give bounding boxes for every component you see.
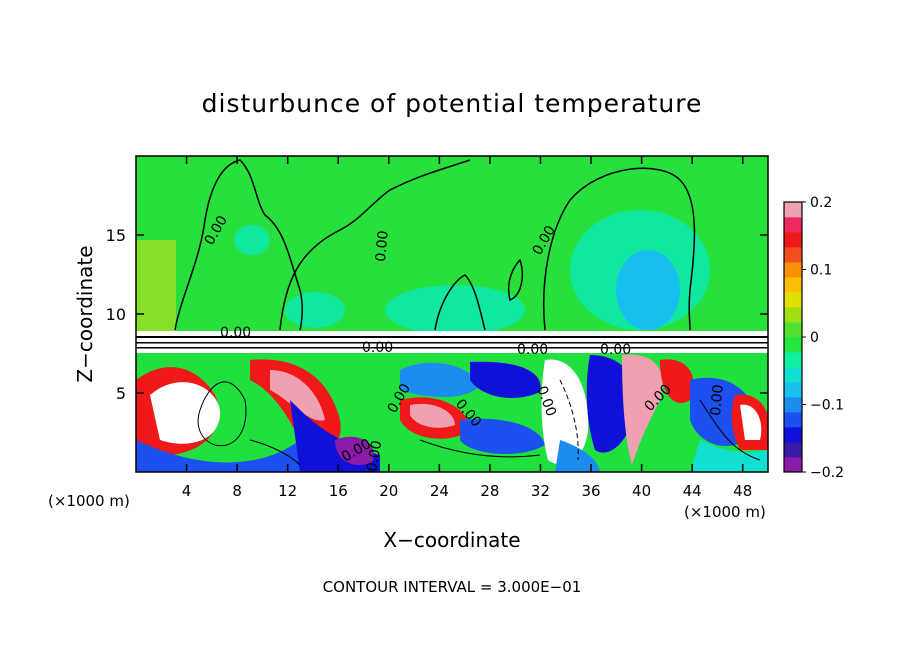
contour-line-7 bbox=[249, 439, 301, 466]
colorbar-swatch bbox=[784, 232, 802, 248]
colorbar-swatch bbox=[784, 307, 802, 323]
field-lower-blob-15 bbox=[622, 354, 663, 465]
x-unit-left: (×1000 m) bbox=[48, 492, 130, 510]
field-stable-line-3 bbox=[136, 347, 768, 349]
y-axis-label: Z−coordinate bbox=[73, 245, 97, 382]
x-tick-label: 32 bbox=[531, 482, 550, 500]
contour-interval-footer: CONTOUR INTERVAL = 3.000E−01 bbox=[323, 578, 582, 596]
field-stable-line-1 bbox=[136, 336, 768, 338]
field-upper-cool-5 bbox=[234, 225, 270, 255]
field-lower-blob-12 bbox=[460, 418, 545, 455]
field-upper-cool-3 bbox=[616, 250, 680, 330]
contour-line-1 bbox=[174, 159, 303, 331]
field-lower-blob-3 bbox=[136, 440, 300, 472]
colorbar-swatch bbox=[784, 412, 802, 428]
colorbar-ticks: 0.2 0.1 0 −0.1 −0.2 bbox=[802, 195, 844, 481]
colorbar-swatch bbox=[784, 367, 802, 383]
heatmap-field: 0.00 0.00 0.00 0.00 0.00 0.00 0.00 0.00 … bbox=[136, 156, 768, 472]
y-tick-label: 10 bbox=[106, 305, 126, 324]
x-tick-label: 12 bbox=[278, 482, 297, 500]
contour-label-4: 0.00 bbox=[220, 325, 251, 341]
field-lower-blob-19 bbox=[740, 404, 762, 440]
x-axis: 4 8 12 16 20 24 28 32 36 40 44 48 bbox=[182, 156, 752, 500]
colorbar-swatch bbox=[784, 262, 802, 278]
field-lower-blob-7 bbox=[335, 436, 374, 466]
colorbar-swatch bbox=[784, 352, 802, 368]
contour-label-6: 0.00 bbox=[517, 342, 548, 358]
field-lower-blob-21 bbox=[690, 440, 768, 472]
colorbar-swatch bbox=[784, 217, 802, 233]
colorbar-tick-label: −0.2 bbox=[810, 465, 844, 481]
contour-line-6 bbox=[197, 381, 247, 447]
colorbar-swatch bbox=[784, 277, 802, 293]
field-upper-cool-4 bbox=[285, 292, 345, 328]
field-lower-blob-8 bbox=[400, 362, 480, 397]
colorbar-swatch bbox=[784, 457, 802, 473]
x-tick-label: 4 bbox=[182, 482, 192, 500]
x-axis-label: X−coordinate bbox=[383, 528, 520, 552]
contour-label-14: 0.00 bbox=[364, 439, 385, 472]
x-tick-label: 40 bbox=[632, 482, 651, 500]
colorbar-swatch bbox=[784, 292, 802, 308]
colorbar-tick-label: 0.2 bbox=[810, 195, 832, 211]
field-upper-cool-1 bbox=[385, 285, 525, 335]
x-tick-label: 48 bbox=[733, 482, 752, 500]
contour-line-5 bbox=[542, 167, 696, 331]
colorbar-swatch bbox=[784, 382, 802, 398]
x-tick-label: 36 bbox=[581, 482, 600, 500]
field-upper-left-warm bbox=[136, 240, 176, 335]
contour-line-8 bbox=[419, 439, 541, 458]
field-lower-blob-5 bbox=[270, 370, 325, 421]
y-axis: 5 10 15 bbox=[106, 226, 768, 403]
contour-line-9 bbox=[559, 379, 579, 461]
colorbar-swatch bbox=[784, 397, 802, 413]
field-lower-blob-2 bbox=[150, 382, 221, 444]
y-tick-label: 15 bbox=[106, 226, 126, 245]
field-lower-blob-9 bbox=[470, 361, 541, 399]
chart-title: disturbunce of potential temperature bbox=[202, 89, 703, 118]
colorbar-tick-label: 0 bbox=[810, 330, 819, 346]
colorbar-swatch bbox=[784, 442, 802, 458]
x-tick-label: 16 bbox=[329, 482, 348, 500]
colorbar-swatch bbox=[784, 337, 802, 353]
colorbar-swatch bbox=[784, 202, 802, 218]
field-lower-blob-20 bbox=[555, 440, 600, 472]
contour-label-2: 0.00 bbox=[373, 230, 392, 262]
field-lower-blob-16 bbox=[660, 359, 694, 404]
contour-line-10 bbox=[699, 399, 761, 461]
x-tick-label: 8 bbox=[232, 482, 242, 500]
x-unit-right: (×1000 m) bbox=[684, 503, 766, 521]
contour-label-7: 0.00 bbox=[600, 342, 631, 358]
colorbar bbox=[783, 201, 803, 473]
contour-line-3 bbox=[434, 274, 486, 331]
colorbar-swatch bbox=[784, 322, 802, 338]
colorbar-tick-label: −0.1 bbox=[810, 398, 844, 414]
y-tick-label: 5 bbox=[116, 384, 126, 403]
x-tick-label: 24 bbox=[430, 482, 449, 500]
contour-label-5: 0.00 bbox=[362, 340, 393, 356]
field-lower-blob-13 bbox=[541, 359, 589, 465]
x-tick-label: 44 bbox=[683, 482, 702, 500]
contour-line-2 bbox=[279, 159, 471, 331]
field-stable-line-2 bbox=[136, 342, 768, 344]
colorbar-tick-label: 0.1 bbox=[810, 263, 832, 279]
colorbar-swatch bbox=[784, 427, 802, 443]
field-lower-blob-11 bbox=[410, 403, 455, 428]
x-tick-label: 20 bbox=[379, 482, 398, 500]
x-tick-label: 28 bbox=[480, 482, 499, 500]
contour-line-4 bbox=[508, 258, 523, 302]
contour-label-13: 0.00 bbox=[708, 384, 727, 416]
colorbar-swatch bbox=[784, 247, 802, 263]
